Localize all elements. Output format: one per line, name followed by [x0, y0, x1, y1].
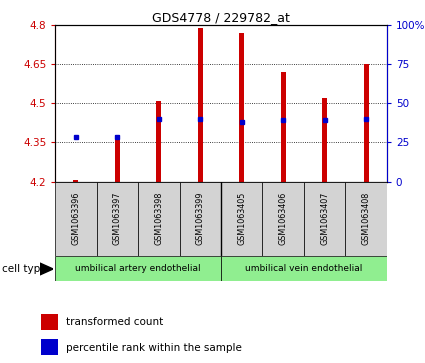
- Text: cell type: cell type: [2, 264, 47, 274]
- Bar: [221, 182, 262, 256]
- Bar: [280, 72, 286, 182]
- Text: GSM1063405: GSM1063405: [237, 192, 246, 245]
- Text: umbilical artery endothelial: umbilical artery endothelial: [75, 264, 201, 273]
- Bar: [55, 182, 96, 256]
- Text: umbilical vein endothelial: umbilical vein endothelial: [245, 264, 363, 273]
- Text: GSM1063408: GSM1063408: [362, 192, 371, 245]
- Bar: [42, 339, 58, 355]
- Bar: [156, 101, 162, 182]
- Text: GSM1063406: GSM1063406: [279, 192, 288, 245]
- Text: GSM1063397: GSM1063397: [113, 192, 122, 245]
- Text: GSM1063398: GSM1063398: [154, 192, 163, 245]
- Bar: [198, 28, 203, 182]
- Bar: [363, 65, 368, 182]
- Bar: [239, 33, 244, 182]
- Bar: [55, 256, 221, 281]
- Bar: [262, 182, 304, 256]
- Title: GDS4778 / 229782_at: GDS4778 / 229782_at: [152, 11, 290, 24]
- Bar: [304, 182, 345, 256]
- Bar: [221, 256, 387, 281]
- Bar: [42, 314, 58, 330]
- Bar: [179, 182, 221, 256]
- Text: GSM1063399: GSM1063399: [196, 192, 205, 245]
- Text: transformed count: transformed count: [66, 317, 163, 327]
- Text: GSM1063407: GSM1063407: [320, 192, 329, 245]
- Bar: [115, 135, 120, 182]
- Text: GSM1063396: GSM1063396: [71, 192, 80, 245]
- Bar: [74, 180, 79, 182]
- Text: percentile rank within the sample: percentile rank within the sample: [66, 343, 242, 353]
- Bar: [345, 182, 387, 256]
- Bar: [138, 182, 179, 256]
- Bar: [96, 182, 138, 256]
- Bar: [322, 98, 327, 182]
- Polygon shape: [40, 263, 53, 275]
